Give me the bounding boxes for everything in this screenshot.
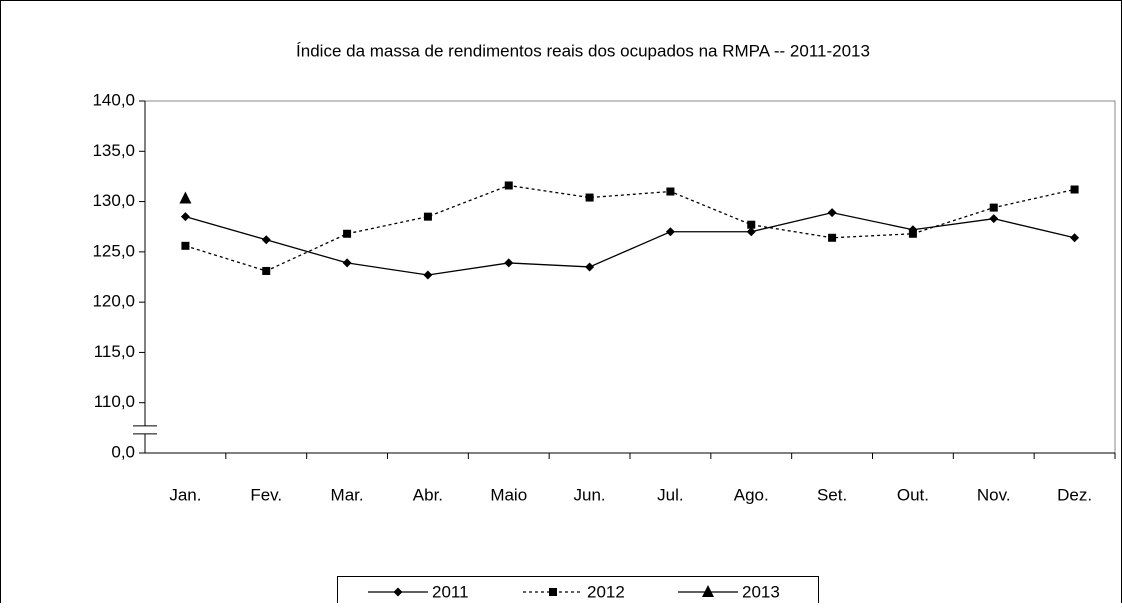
point: [585, 262, 595, 272]
point: [261, 235, 271, 245]
point: [423, 270, 433, 280]
point: [989, 203, 998, 212]
point: [585, 193, 594, 202]
point: [908, 229, 917, 238]
point: [702, 585, 714, 597]
point: [179, 191, 192, 204]
legend: 2011 2012 2013: [337, 576, 819, 607]
x-tick-label: Set.: [817, 485, 847, 504]
point: [393, 587, 403, 597]
x-tick-label: Fev.: [250, 485, 282, 504]
point: [989, 214, 999, 224]
legend-label: 2012: [587, 582, 625, 601]
point: [342, 258, 352, 268]
y-tick-label: 135,0: [92, 141, 135, 160]
point: [180, 212, 190, 222]
axis-break-gap: [133, 425, 157, 434]
y-tick-label: 115,0: [94, 342, 135, 361]
x-tick-label: Maio: [490, 485, 527, 504]
point: [1070, 233, 1080, 243]
point: [423, 212, 432, 221]
point: [343, 229, 352, 238]
point: [262, 266, 271, 275]
chart-title: Índice da massa de rendimentos reais dos…: [296, 41, 870, 60]
series-line: [185, 211, 1075, 276]
x-tick-label: Jan.: [169, 485, 201, 504]
y-tick-label: 120,0: [92, 292, 135, 311]
x-tick-label: Nov.: [977, 485, 1011, 504]
x-tick-label: Dez.: [1057, 485, 1092, 504]
x-tick-label: Jun.: [574, 485, 606, 504]
legend-label: 2011: [432, 582, 469, 601]
series-line: [185, 184, 1075, 272]
point: [1070, 185, 1079, 194]
point: [181, 241, 190, 250]
y-tick-label: 0,0: [111, 442, 135, 461]
point: [666, 187, 675, 196]
point: [504, 181, 513, 190]
y-tick-label: 130,0: [92, 191, 135, 210]
point: [665, 227, 675, 237]
y-tick-label: 110,0: [94, 392, 135, 411]
x-tick-label: Abr.: [413, 485, 443, 504]
point: [827, 208, 837, 218]
point: [747, 220, 756, 229]
point: [746, 227, 756, 237]
x-tick-label: Mar.: [331, 485, 364, 504]
x-tick-label: Ago.: [734, 485, 769, 504]
point: [828, 233, 837, 242]
legend-label: 2013: [742, 582, 780, 601]
x-tick-label: Out.: [897, 485, 929, 504]
y-tick-label: 140,0: [92, 90, 135, 109]
point: [549, 588, 557, 596]
point: [504, 258, 514, 268]
y-tick-label: 125,0: [92, 241, 135, 260]
x-tick-label: Jul.: [657, 485, 683, 504]
